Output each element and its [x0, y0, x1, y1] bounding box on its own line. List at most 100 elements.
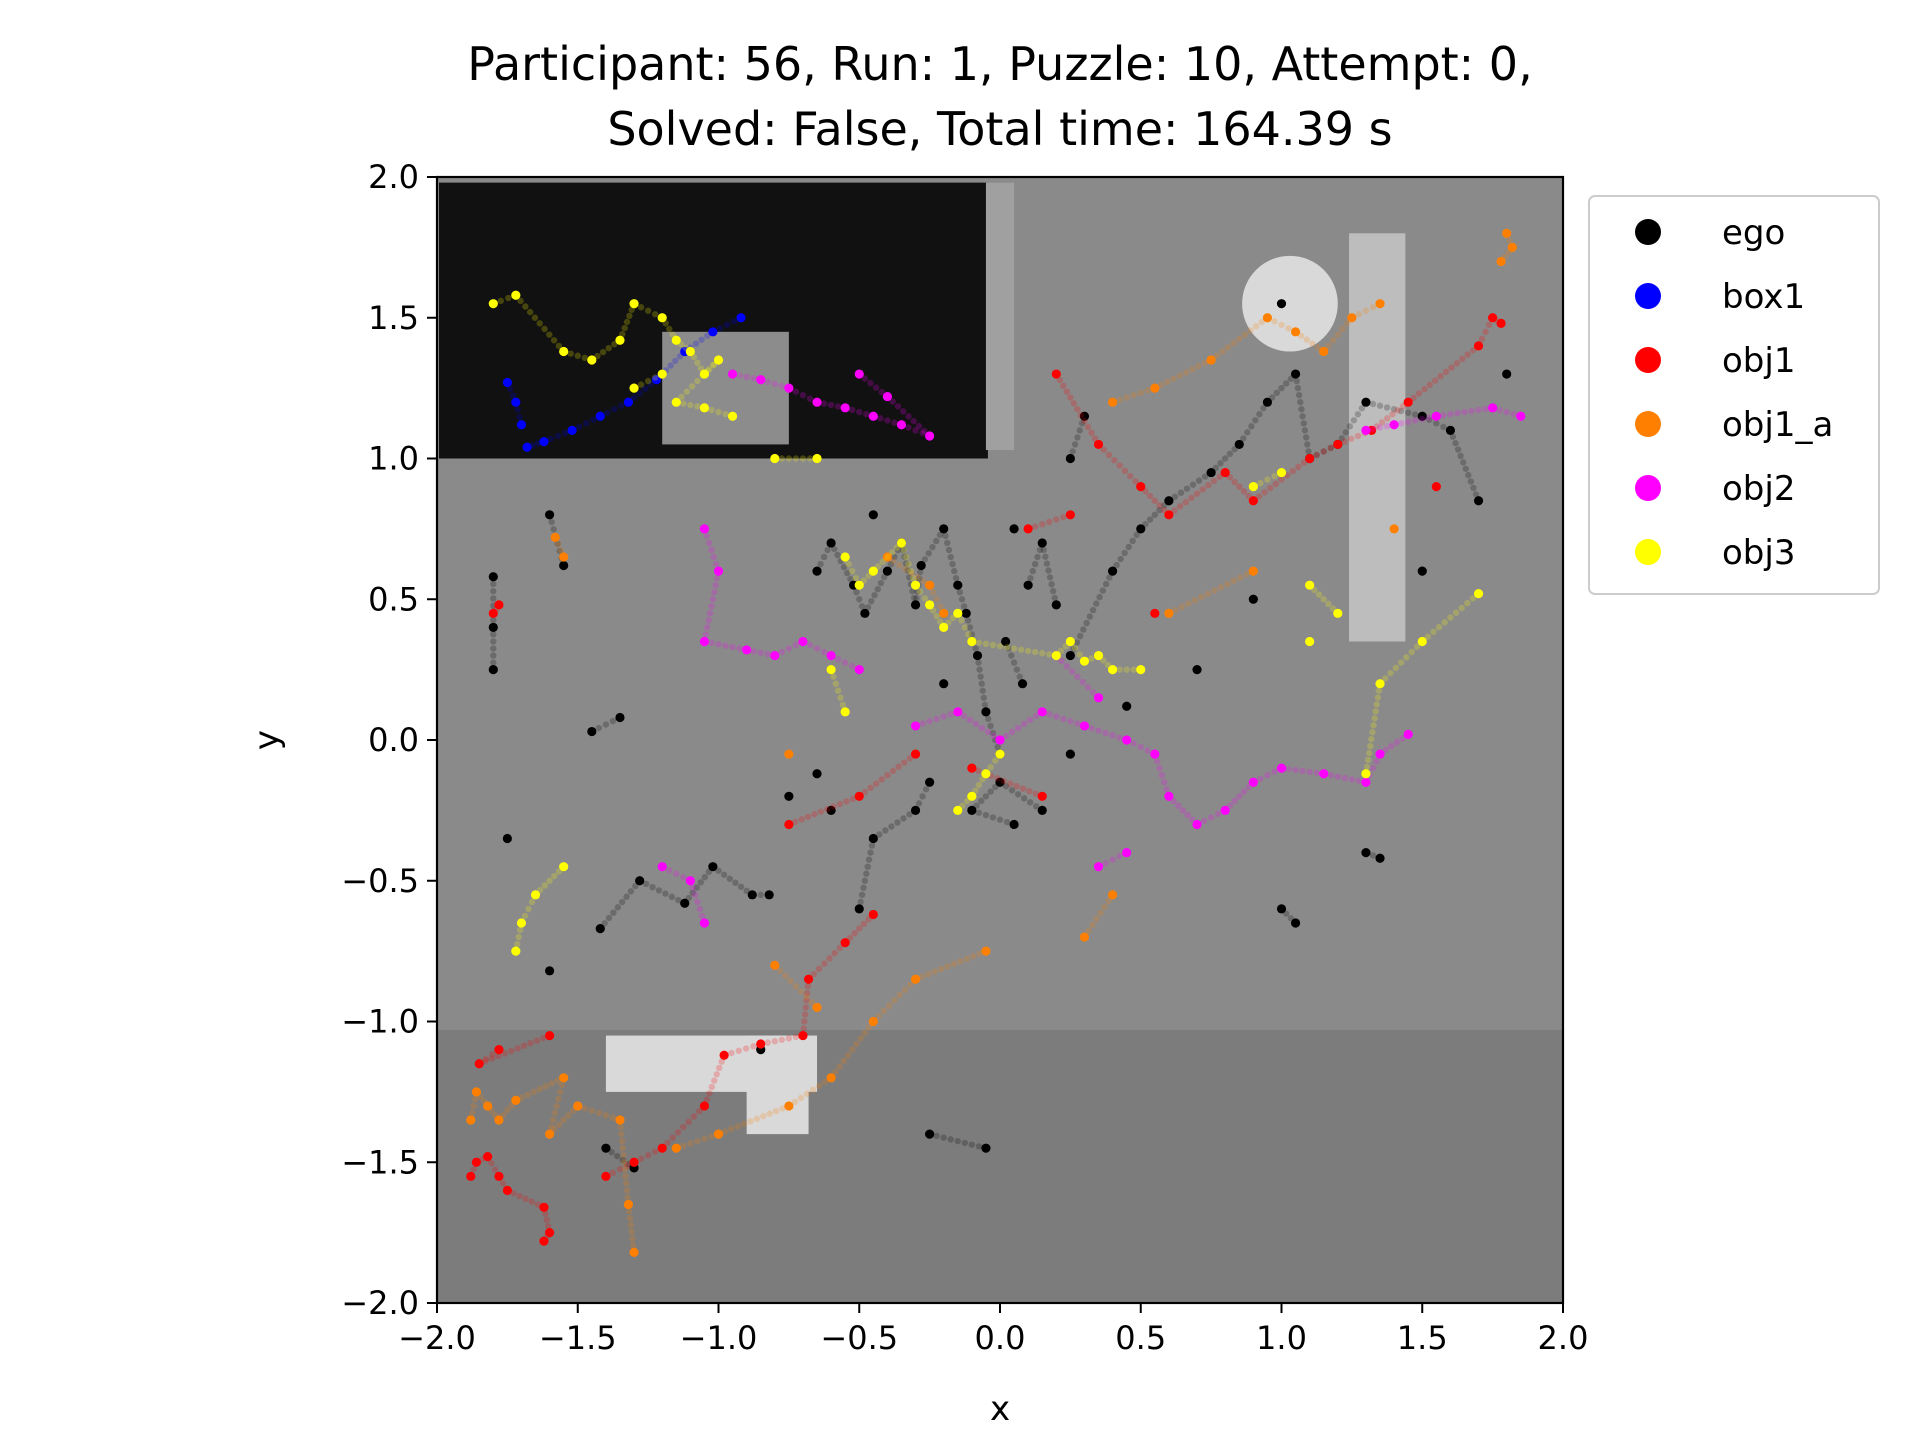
- ego-point: [961, 608, 971, 618]
- obj2-trail-dot: [1236, 793, 1243, 800]
- obj2-trail-dot: [689, 884, 696, 891]
- obj1-trail-dot: [514, 1045, 521, 1052]
- obj1_a-point: [615, 1115, 625, 1125]
- ego-trail-dot: [1008, 787, 1016, 794]
- ego-trail-dot: [919, 793, 926, 800]
- obj2-trail-dot: [978, 724, 986, 732]
- obj1_a-trail-dot: [1172, 606, 1179, 614]
- obj1-trail-dot: [1289, 467, 1296, 475]
- ego-trail-dot: [1305, 448, 1312, 455]
- obj1-trail-dot: [1031, 523, 1039, 530]
- ego-trail-dot: [1034, 553, 1041, 561]
- obj2-point: [1122, 848, 1132, 858]
- obj1_a-trail-dot: [809, 1086, 817, 1094]
- box1-trail-dot: [590, 416, 597, 423]
- obj2-point: [1403, 729, 1413, 739]
- obj3-point: [699, 403, 710, 413]
- obj1-trail-dot: [803, 990, 811, 997]
- ego-trail-dot: [914, 588, 921, 595]
- obj2-trail-dot: [710, 553, 718, 561]
- obj2-trail-dot: [691, 891, 699, 899]
- obj3-trail-dot: [621, 324, 628, 332]
- ego-trail-dot: [1354, 411, 1362, 418]
- obj1_a-trail-dot: [815, 1082, 823, 1090]
- obj2-trail-dot: [1292, 766, 1299, 774]
- obj1-trail-dot: [1240, 488, 1248, 495]
- obj1-trail-dot: [489, 1051, 496, 1058]
- obj3-trail-dot: [1370, 722, 1377, 729]
- obj1_a-trail-dot: [1339, 325, 1346, 333]
- obj1-trail-dot: [836, 800, 844, 808]
- obj1-trail-dot: [801, 1018, 808, 1025]
- obj2-trail-dot: [1388, 742, 1395, 750]
- obj1_a-trail-dot: [1224, 580, 1231, 588]
- obj1-trail-dot: [1171, 507, 1178, 514]
- obj1_a-point: [784, 749, 794, 759]
- obj1_a-point: [550, 532, 560, 542]
- obj2-trail-dot: [1084, 684, 1092, 691]
- obj1-trail-dot: [1121, 467, 1129, 475]
- obj3-trail-dot: [546, 331, 553, 338]
- obj2-trail-dot: [915, 422, 923, 430]
- ego-trail-dot: [868, 598, 875, 605]
- obj3-trail-dot: [1365, 749, 1373, 757]
- obj1_a-point: [573, 1101, 583, 1111]
- obj1-trail-dot: [527, 1040, 534, 1047]
- obj1_a-trail-dot: [1362, 307, 1370, 314]
- obj1-point: [1164, 510, 1174, 520]
- obj2-trail-dot: [1510, 410, 1517, 418]
- ego-trail-dot: [1048, 581, 1055, 588]
- ego-trail-dot: [601, 920, 608, 927]
- obj3-trail-dot: [989, 641, 997, 649]
- obj1_a-trail-dot: [797, 1094, 805, 1102]
- x-axis-label: x: [990, 1389, 1010, 1429]
- legend-label: box1: [1722, 277, 1805, 317]
- obj1_a-trail-dot: [1334, 331, 1342, 338]
- obj1_a-trail-dot: [623, 1180, 630, 1187]
- obj3-trail-dot: [505, 294, 512, 302]
- obj1-trail-dot: [706, 1090, 713, 1097]
- obj1-trail-dot: [1046, 518, 1053, 526]
- ego-trail-dot: [1426, 416, 1433, 423]
- obj2-point: [699, 636, 710, 647]
- ego-trail-dot: [1297, 399, 1304, 406]
- obj1_a-point: [1262, 313, 1273, 323]
- obj2-trail-dot: [736, 372, 743, 379]
- x-tick-label: −0.5: [820, 1319, 898, 1357]
- obj2-trail-dot: [673, 870, 680, 877]
- ego-trail-dot: [913, 595, 920, 602]
- obj2-trail-dot: [1327, 771, 1334, 779]
- obj1-trail-dot: [1074, 406, 1081, 413]
- ego-trail-dot: [605, 914, 613, 922]
- obj1_a-trail-dot: [907, 981, 914, 988]
- ego-trail-dot: [1462, 465, 1469, 472]
- obj1_a-trail-dot: [524, 1091, 531, 1098]
- obj1_a-trail-dot: [1303, 336, 1311, 343]
- obj1-trail-dot: [495, 1052, 502, 1060]
- obj1-trail-dot: [1182, 498, 1189, 506]
- obj1-point: [629, 1157, 639, 1167]
- obj3-trail-dot: [907, 567, 915, 575]
- ego-trail-dot: [1076, 632, 1084, 640]
- ego-point: [1037, 538, 1047, 548]
- obj2-point: [995, 735, 1005, 745]
- obj1_a-trail-dot: [620, 1159, 628, 1166]
- obj3-trail-dot: [1367, 742, 1374, 750]
- obj3-trail-dot: [1458, 604, 1465, 612]
- obj1-trail-dot: [1485, 321, 1493, 328]
- obj1_a-trail-dot: [920, 577, 927, 585]
- obj2-trail-dot: [820, 648, 828, 656]
- ego-trail-dot: [904, 567, 911, 574]
- obj2-trail-dot: [708, 546, 715, 554]
- box1-point: [623, 397, 634, 407]
- obj1-trail-dot: [1081, 417, 1088, 425]
- obj2-trail-dot: [713, 574, 721, 582]
- ego-trail-dot: [978, 797, 985, 805]
- obj3-trail-dot: [905, 560, 912, 568]
- ego-point: [1234, 439, 1244, 450]
- ego-trail-dot: [843, 569, 851, 577]
- obj2-trail-dot: [1306, 768, 1313, 776]
- obj3-trail-dot: [888, 549, 896, 556]
- obj1-trail-dot: [520, 1042, 528, 1050]
